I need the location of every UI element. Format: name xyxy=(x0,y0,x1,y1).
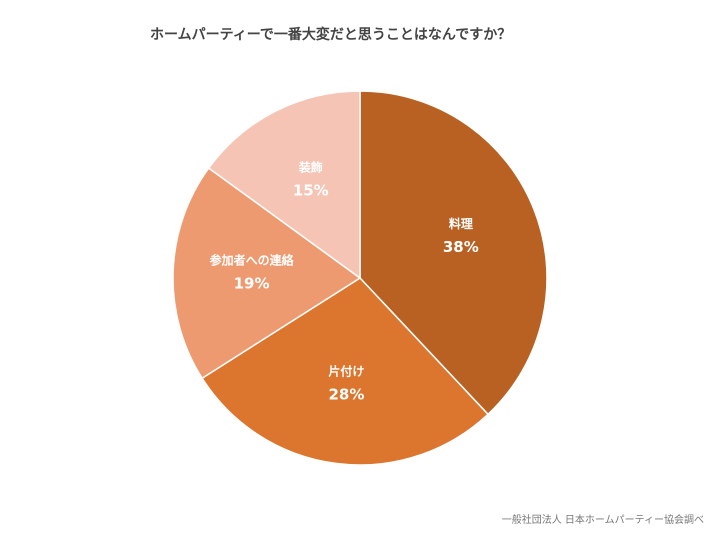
slice-renraku xyxy=(172,167,362,380)
source-note: 一般社団法人 日本ホームパーティー協会調べ xyxy=(501,515,704,526)
slice-value-label: 19% xyxy=(234,275,270,293)
chart-title: ホームパーティーで一番大変だと思うことはなんですか？ xyxy=(150,27,512,43)
slice-soushoku xyxy=(207,90,361,280)
slice-katazuke xyxy=(201,277,490,466)
slice-ryouri xyxy=(359,90,548,416)
slice-value-label: 38% xyxy=(443,238,479,256)
slice-value-label: 15% xyxy=(293,181,329,199)
slice-category-label: 片付け xyxy=(328,364,364,379)
slice-category-label: 装飾 xyxy=(298,159,323,174)
slice-value-label: 28% xyxy=(328,386,364,404)
slice-category-label: 参加者への連絡 xyxy=(210,253,295,268)
slice-category-label: 料理 xyxy=(449,216,473,231)
